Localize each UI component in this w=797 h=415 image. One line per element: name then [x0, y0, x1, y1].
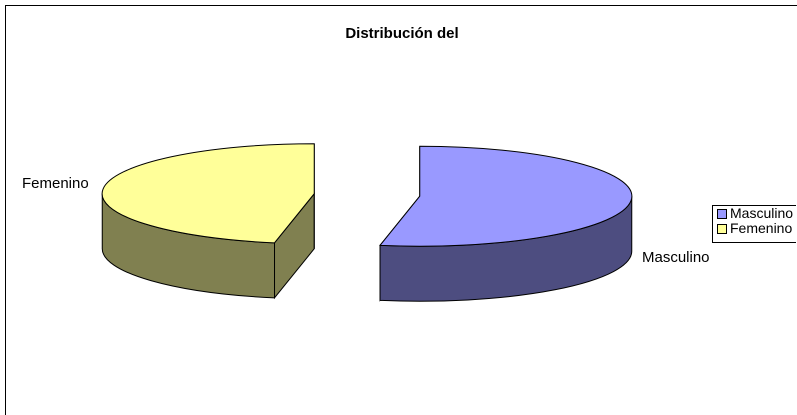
- legend: Masculino Femenino: [712, 205, 796, 243]
- chart-title: Distribución del: [345, 25, 458, 42]
- pie-slice: [379, 145, 633, 302]
- pie-slice: [101, 143, 315, 300]
- data-label: Femenino: [22, 175, 89, 192]
- legend-label: Femenino: [730, 220, 793, 236]
- slice-top: [379, 145, 633, 247]
- legend-entry: Masculino: [713, 206, 796, 221]
- pie: [101, 143, 633, 302]
- legend-swatch: [717, 224, 727, 234]
- slice-top: [101, 143, 315, 244]
- legend-entry: Femenino: [713, 221, 796, 236]
- legend-label: Masculino: [730, 205, 794, 221]
- data-label: Masculino: [642, 249, 710, 266]
- legend-swatch: [717, 209, 727, 219]
